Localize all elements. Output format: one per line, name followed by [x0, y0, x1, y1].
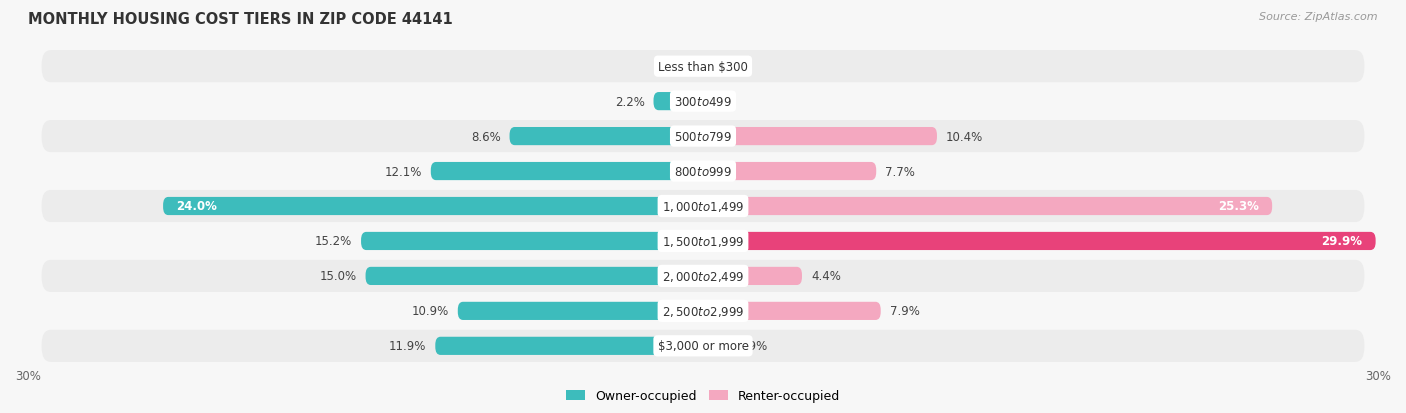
FancyBboxPatch shape	[654, 93, 703, 111]
Text: Source: ZipAtlas.com: Source: ZipAtlas.com	[1260, 12, 1378, 22]
FancyBboxPatch shape	[703, 302, 880, 320]
FancyBboxPatch shape	[697, 58, 704, 76]
Text: 10.9%: 10.9%	[412, 305, 449, 318]
FancyBboxPatch shape	[361, 232, 703, 250]
Text: 29.9%: 29.9%	[1322, 235, 1362, 248]
Text: $3,000 or more: $3,000 or more	[658, 339, 748, 352]
FancyBboxPatch shape	[42, 190, 1364, 223]
FancyBboxPatch shape	[703, 163, 876, 181]
Text: 4.4%: 4.4%	[811, 270, 841, 283]
Text: $1,500 to $1,999: $1,500 to $1,999	[662, 235, 744, 248]
Text: 24.0%: 24.0%	[177, 200, 218, 213]
Text: 2.2%: 2.2%	[614, 95, 644, 108]
FancyBboxPatch shape	[436, 337, 703, 355]
Text: 15.0%: 15.0%	[319, 270, 357, 283]
FancyBboxPatch shape	[366, 267, 703, 285]
Text: 15.2%: 15.2%	[315, 235, 352, 248]
Text: MONTHLY HOUSING COST TIERS IN ZIP CODE 44141: MONTHLY HOUSING COST TIERS IN ZIP CODE 4…	[28, 12, 453, 27]
FancyBboxPatch shape	[703, 232, 1375, 250]
Text: 0.79%: 0.79%	[730, 339, 768, 352]
FancyBboxPatch shape	[703, 267, 801, 285]
FancyBboxPatch shape	[509, 128, 703, 146]
FancyBboxPatch shape	[42, 121, 1364, 153]
Text: $1,000 to $1,499: $1,000 to $1,499	[662, 199, 744, 214]
FancyBboxPatch shape	[42, 260, 1364, 292]
Text: 11.9%: 11.9%	[389, 339, 426, 352]
Text: $2,000 to $2,499: $2,000 to $2,499	[662, 269, 744, 283]
FancyBboxPatch shape	[42, 156, 1364, 188]
FancyBboxPatch shape	[42, 295, 1364, 327]
Text: 10.4%: 10.4%	[946, 130, 983, 143]
Text: 7.7%: 7.7%	[886, 165, 915, 178]
Text: 8.6%: 8.6%	[471, 130, 501, 143]
FancyBboxPatch shape	[430, 163, 703, 181]
Text: Less than $300: Less than $300	[658, 61, 748, 74]
Legend: Owner-occupied, Renter-occupied: Owner-occupied, Renter-occupied	[561, 385, 845, 408]
FancyBboxPatch shape	[42, 86, 1364, 118]
Text: 12.1%: 12.1%	[384, 165, 422, 178]
Text: 7.9%: 7.9%	[890, 305, 920, 318]
FancyBboxPatch shape	[458, 302, 703, 320]
FancyBboxPatch shape	[42, 51, 1364, 83]
Text: 25.3%: 25.3%	[1218, 200, 1258, 213]
FancyBboxPatch shape	[703, 197, 1272, 216]
FancyBboxPatch shape	[42, 330, 1364, 362]
Text: $300 to $499: $300 to $499	[673, 95, 733, 108]
FancyBboxPatch shape	[163, 197, 703, 216]
Text: $800 to $999: $800 to $999	[673, 165, 733, 178]
Text: 0.17%: 0.17%	[652, 61, 690, 74]
FancyBboxPatch shape	[703, 337, 721, 355]
FancyBboxPatch shape	[703, 128, 936, 146]
Text: $2,500 to $2,999: $2,500 to $2,999	[662, 304, 744, 318]
FancyBboxPatch shape	[42, 225, 1364, 257]
Text: $500 to $799: $500 to $799	[673, 130, 733, 143]
